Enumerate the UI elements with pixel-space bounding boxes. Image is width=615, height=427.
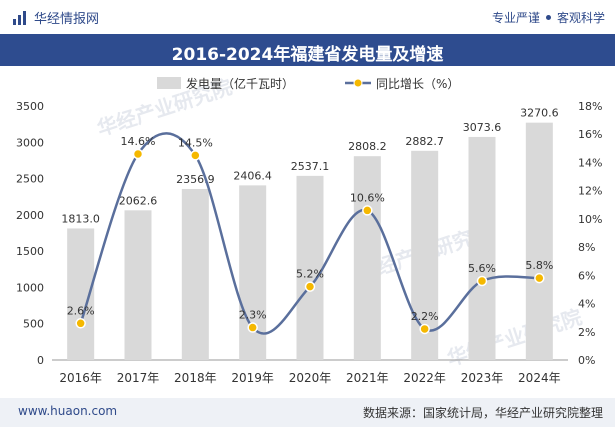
chart-title: 2016-2024年福建省发电量及增速: [171, 45, 444, 65]
y-left-tick-label: 1500: [16, 245, 44, 258]
y-left-tick-label: 3500: [16, 100, 44, 113]
bar: [468, 136, 496, 360]
slogan-right: 客观科学: [556, 11, 605, 25]
line-value-label: 2.6%: [67, 304, 95, 317]
line-labels: 2.6% 14.6% 14.5% 2.3% 5.2% 10.6% 2.2% 5.6% 5.8%: [67, 135, 554, 323]
x-tick-label: 2018年: [174, 371, 217, 385]
watermark-text: 华经产业研究院: [444, 305, 585, 371]
x-tick-label: 2016年: [59, 371, 102, 385]
y-right-tick-label: 16%: [578, 128, 602, 141]
x-tick-label: 2023年: [461, 371, 504, 385]
line-point: [190, 150, 201, 161]
x-tick-label: 2022年: [403, 371, 446, 385]
brand-name: 华经情报网: [34, 12, 100, 27]
bar-value-label: 1813.0: [61, 212, 100, 225]
y-left-tick-label: 0: [37, 354, 44, 367]
bar-value-label: 2356.9: [176, 173, 215, 186]
footer: www.huaon.com 数据来源：国家统计局，华经产业研究院整理: [0, 398, 615, 427]
line-value-label: 2.2%: [411, 310, 439, 323]
data-source: 数据来源：国家统计局，华经产业研究院整理: [362, 406, 603, 420]
y-right-tick-label: 12%: [578, 185, 602, 198]
slogan: 专业严谨 客观科学: [492, 9, 605, 26]
y-left-tick-label: 500: [23, 318, 44, 331]
y-right-tick-label: 10%: [578, 213, 602, 226]
line-point: [362, 205, 373, 216]
top-bar: 华经情报网 专业严谨 客观科学: [0, 0, 615, 34]
y-left-tick-label: 2500: [16, 173, 44, 186]
line-point: [534, 272, 545, 284]
line-value-label: 10.6%: [350, 191, 385, 204]
legend: 发电量（亿千瓦时） 同比增长（%）: [157, 76, 459, 91]
line-point: [304, 281, 316, 292]
line-value-label: 2.3%: [239, 309, 267, 322]
legend-bar-label: 发电量（亿千瓦时）: [186, 76, 294, 91]
footer-url[interactable]: www.huaon.com: [18, 404, 118, 418]
bar: [296, 175, 324, 360]
line-value-label: 5.8%: [525, 259, 553, 272]
growth-line: [79, 132, 540, 335]
brand[interactable]: 华经情报网: [12, 8, 99, 27]
y-right-tick-label: 14%: [578, 156, 602, 169]
line-point: [132, 148, 144, 160]
watermark-group: 华经产业研究院华经产业研究院华经产业研究院: [94, 75, 585, 371]
line-point: [476, 275, 488, 287]
bar: [124, 210, 152, 360]
y-right-tick-label: 18%: [578, 100, 602, 113]
line-value-label: 5.6%: [468, 262, 496, 275]
line-point: [419, 323, 430, 335]
y-left-tick-label: 1000: [16, 281, 44, 294]
bar: [181, 188, 209, 360]
y-right-tick-label: 8%: [578, 241, 595, 254]
y-left-tick-label: 3000: [16, 136, 44, 149]
bar-value-label: 2406.4: [233, 169, 272, 182]
x-tick-label: 2024年: [518, 371, 561, 385]
x-tick-label: 2020年: [289, 371, 332, 385]
chart: 华经产业研究院华经产业研究院华经产业研究院 发电量（亿千瓦时） 同比增长（%） 0…: [16, 75, 602, 385]
line-value-label: 14.5%: [178, 136, 213, 149]
legend-bar-swatch: [157, 77, 181, 89]
bar-series: [67, 122, 553, 360]
axes: 0 500 1000 1500 2000 2500 3000 3500 0% 2% 4% 6% 8% 10…: [16, 100, 602, 385]
legend-line-marker: [353, 78, 363, 88]
line-series: [75, 132, 545, 335]
bar-value-label: 2062.6: [119, 194, 158, 207]
y-right-tick-label: 4%: [578, 298, 595, 311]
y-left-tick-label: 2000: [16, 209, 44, 222]
x-tick-label: 2017年: [117, 371, 160, 385]
x-tick-label: 2019年: [231, 371, 274, 385]
bar-value-label: 2537.1: [291, 160, 330, 173]
x-tick-label: 2021年: [346, 371, 389, 385]
brand-logo-icon: [13, 10, 26, 25]
y-right-tick-label: 0%: [578, 354, 595, 367]
line-value-label: 14.6%: [121, 135, 156, 148]
bar-value-label: 3073.6: [463, 121, 502, 134]
slogan-left: 专业严谨: [491, 11, 540, 25]
bar-value-label: 3270.6: [520, 107, 559, 120]
line-point: [75, 318, 86, 329]
bar-value-label: 2882.7: [405, 135, 444, 148]
line-point: [247, 322, 258, 333]
bar: [353, 156, 381, 360]
bar-labels: 1813.0 2062.6 2356.9 2406.4 2537.1 2808.2 2882…: [61, 107, 558, 226]
y-right-tick-label: 6%: [578, 269, 595, 282]
y-right-tick-label: 2%: [578, 326, 595, 339]
bar-value-label: 2808.2: [348, 140, 387, 153]
line-value-label: 5.2%: [296, 268, 324, 281]
legend-line-label: 同比增长（%）: [376, 77, 459, 91]
dot-separator-icon: [545, 15, 551, 20]
bar: [525, 122, 553, 360]
title-bar: 2016-2024年福建省发电量及增速: [0, 34, 615, 66]
